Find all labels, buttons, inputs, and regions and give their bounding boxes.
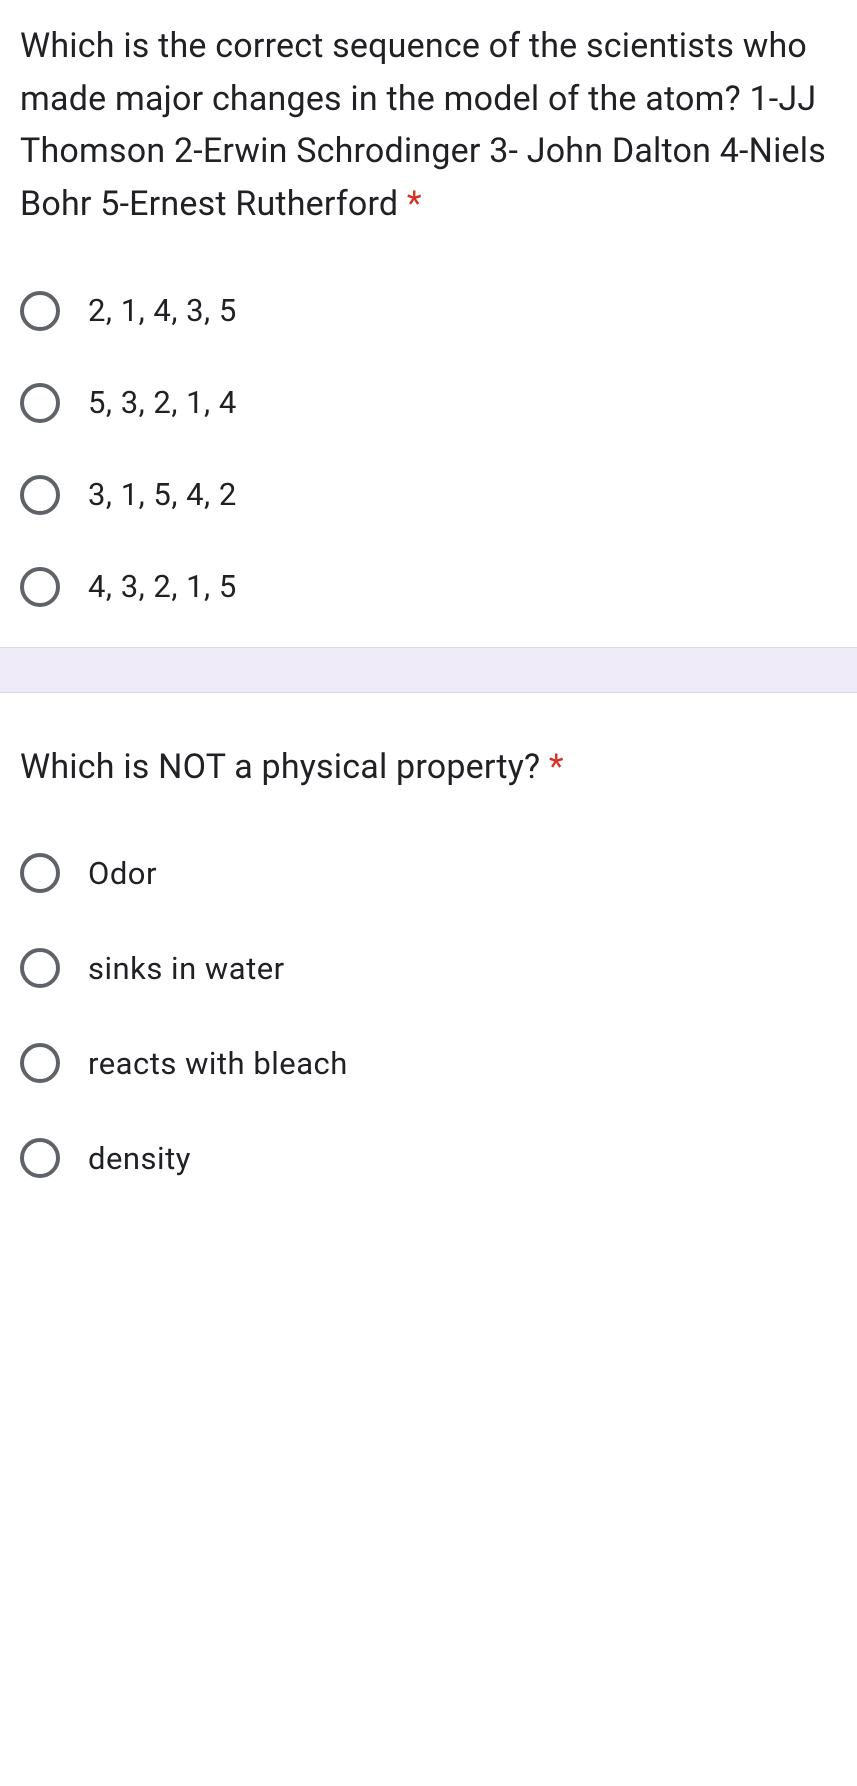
question-body: Which is NOT a physical property?: [20, 747, 549, 787]
question-text: Which is the correct sequence of the sci…: [20, 20, 837, 231]
option-label: 4, 3, 2, 1, 5: [88, 568, 237, 605]
option-row[interactable]: sinks in water: [20, 948, 837, 988]
option-row[interactable]: 3, 1, 5, 4, 2: [20, 475, 837, 515]
option-row[interactable]: 2, 1, 4, 3, 5: [20, 291, 837, 331]
question-body: Which is the correct sequence of the sci…: [20, 26, 826, 224]
question-text: Which is NOT a physical property? *: [20, 741, 837, 794]
option-label: 5, 3, 2, 1, 4: [88, 384, 237, 421]
radio-icon[interactable]: [20, 291, 60, 331]
option-label: Odor: [88, 855, 157, 892]
radio-icon[interactable]: [20, 383, 60, 423]
option-label: 3, 1, 5, 4, 2: [88, 476, 237, 513]
radio-icon[interactable]: [20, 475, 60, 515]
required-asterisk: *: [407, 184, 422, 224]
question-card-1: Which is the correct sequence of the sci…: [0, 0, 857, 647]
option-row[interactable]: 4, 3, 2, 1, 5: [20, 567, 837, 607]
option-label: 2, 1, 4, 3, 5: [88, 292, 237, 329]
question-card-2: Which is NOT a physical property? * Odor…: [0, 693, 857, 1274]
option-row[interactable]: density: [20, 1138, 837, 1178]
option-label: sinks in water: [88, 950, 285, 987]
option-row[interactable]: Odor: [20, 853, 837, 893]
card-separator: [0, 647, 857, 693]
option-row[interactable]: 5, 3, 2, 1, 4: [20, 383, 837, 423]
option-label: reacts with bleach: [88, 1045, 348, 1082]
required-asterisk: *: [549, 747, 564, 787]
radio-icon[interactable]: [20, 567, 60, 607]
option-label: density: [88, 1140, 191, 1177]
radio-icon[interactable]: [20, 1043, 60, 1083]
radio-icon[interactable]: [20, 853, 60, 893]
option-row[interactable]: reacts with bleach: [20, 1043, 837, 1083]
radio-icon[interactable]: [20, 1138, 60, 1178]
radio-icon[interactable]: [20, 948, 60, 988]
